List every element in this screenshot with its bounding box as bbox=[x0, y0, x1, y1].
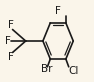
Text: Cl: Cl bbox=[68, 66, 79, 76]
Text: F: F bbox=[5, 36, 11, 46]
Text: F: F bbox=[8, 20, 14, 30]
Text: F: F bbox=[8, 52, 14, 62]
Text: Br: Br bbox=[41, 64, 53, 74]
Text: F: F bbox=[55, 6, 61, 16]
